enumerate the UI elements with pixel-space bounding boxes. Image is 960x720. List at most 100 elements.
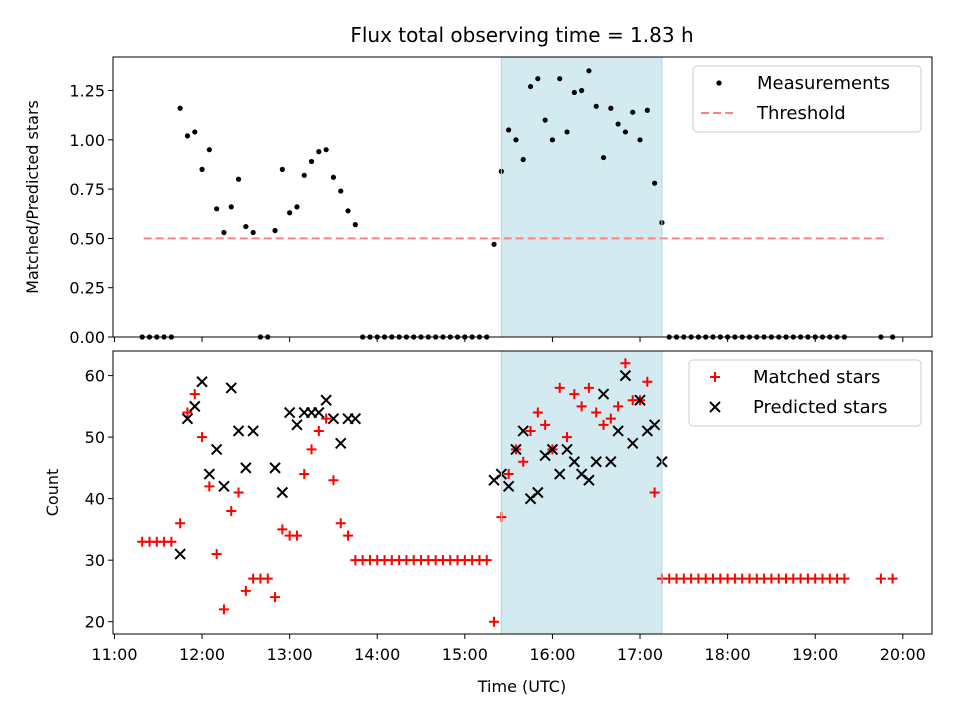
measurements-point xyxy=(250,229,256,236)
predicted-stars-point xyxy=(590,456,602,468)
predicted-stars-point xyxy=(283,406,296,419)
predicted-stars-point xyxy=(554,468,566,480)
matched-stars-point xyxy=(540,419,551,430)
predicted-stars-point xyxy=(218,480,230,493)
matched-stars-point xyxy=(299,469,310,480)
matched-stars-point xyxy=(887,573,898,584)
predicted-stars-point xyxy=(648,419,661,431)
matched-stars-point xyxy=(649,487,660,498)
matched-stars-point xyxy=(240,585,251,596)
measurements-point xyxy=(557,76,563,82)
predicted-stars-point xyxy=(203,468,216,480)
predicted-stars-point xyxy=(320,394,332,406)
measurements-point xyxy=(308,158,315,165)
x-tick-label: 11:00 xyxy=(91,645,137,664)
predicted-stars-point xyxy=(276,486,289,499)
measurements-point xyxy=(506,127,512,133)
predicted-stars-point xyxy=(225,382,237,394)
matched-stars-point xyxy=(583,382,594,393)
matched-stars-point xyxy=(613,401,624,412)
measurements-point xyxy=(330,174,337,180)
predicted-stars-point xyxy=(546,443,559,456)
predicted-stars-point xyxy=(269,462,281,474)
matched-stars-point xyxy=(166,536,177,547)
measurements-point xyxy=(192,129,198,135)
matched-stars-point xyxy=(569,389,580,400)
panel-ratio-frame xyxy=(112,56,933,338)
x-tick-label: 15:00 xyxy=(442,645,488,664)
measurements-point xyxy=(571,89,577,96)
measurements-point xyxy=(622,129,629,135)
matched-stars-point xyxy=(503,469,514,480)
predicted-stars-point xyxy=(210,443,223,456)
predicted-stars-point xyxy=(349,412,362,425)
panel-ratio-x-ticks xyxy=(113,337,904,342)
measurements-point xyxy=(243,223,249,230)
y-tick-label: 0.25 xyxy=(69,279,105,298)
matched-stars-point xyxy=(175,518,186,529)
panel-count-x-ticks: 11:00 12:00 13:00 14:00 15:00 16:00 17:00 18:00… xyxy=(91,634,926,664)
matched-stars-point xyxy=(605,413,616,424)
matched-stars-point xyxy=(233,487,244,498)
panel-ratio: Matched/Predicted stars 0.00 0.25 0.50 0.75… xyxy=(23,56,933,347)
measurements-point xyxy=(549,137,556,143)
matched-stars-point xyxy=(189,389,200,400)
measurements-point xyxy=(630,109,636,115)
measurements-point xyxy=(301,172,307,178)
predicted-stars-point xyxy=(561,443,573,456)
chart-title: Flux total observing time = 1.83 h xyxy=(350,23,693,47)
matched-stars-point xyxy=(306,444,317,455)
predicted-stars-legend-label: Predicted stars xyxy=(753,397,887,418)
x-tick-label: 20:00 xyxy=(880,645,926,664)
matched-stars-point xyxy=(197,432,208,443)
predicted-stars-point xyxy=(335,437,347,449)
measurements-point xyxy=(235,176,242,182)
x-tick-label: 17:00 xyxy=(617,645,663,664)
matched-stars-point xyxy=(481,555,492,566)
measurements-point xyxy=(644,107,650,113)
predicted-stars-point xyxy=(634,394,646,406)
matched-stars-point xyxy=(642,376,653,387)
measurements-point xyxy=(600,154,607,161)
predicted-stars-point xyxy=(517,425,529,437)
matched-stars-legend-swatch xyxy=(710,372,720,382)
y-tick-label: 40 xyxy=(85,490,105,509)
predicted-stars-point xyxy=(232,425,245,437)
panel-count-y-ticks: 20 30 40 50 60 xyxy=(85,367,113,632)
matched-stars-point xyxy=(182,407,193,418)
matched-stars-point xyxy=(576,401,587,412)
predicted-stars-point xyxy=(174,548,186,560)
predicted-stars-point xyxy=(240,462,252,474)
predicted-stars-point xyxy=(196,376,208,388)
matched-stars-point xyxy=(211,549,222,560)
threshold-legend-label: Threshold xyxy=(756,103,846,124)
matched-stars-legend-label: Matched stars xyxy=(753,367,880,388)
matched-stars-point xyxy=(875,573,886,584)
measurements-point xyxy=(206,147,212,153)
predicted-stars-point xyxy=(502,480,515,493)
matched-stars-point xyxy=(321,413,332,424)
predicted-stars-point xyxy=(181,412,194,425)
matched-stars-point xyxy=(562,432,573,443)
measurements-point xyxy=(608,105,614,111)
matched-stars-point xyxy=(335,518,346,529)
matched-stars-point xyxy=(518,456,529,467)
predicted-stars-point xyxy=(568,456,581,468)
panel-count-legend: Matched stars Predicted stars xyxy=(688,359,922,427)
matched-stars-point xyxy=(313,425,324,436)
x-tick-label: 13:00 xyxy=(267,645,313,664)
measurements-point xyxy=(535,76,541,82)
measurements-point xyxy=(221,229,227,236)
predicted-stars-point xyxy=(532,486,544,499)
measurements-point xyxy=(214,206,220,212)
matched-stars-point xyxy=(554,382,565,393)
measurements-point xyxy=(652,180,658,186)
matched-stars-point xyxy=(226,505,237,516)
measurements-point xyxy=(272,227,278,234)
measurements-point xyxy=(637,137,643,143)
measurements-point xyxy=(513,137,519,143)
measurements-point xyxy=(352,222,358,228)
x-tick-label: 18:00 xyxy=(705,645,751,664)
